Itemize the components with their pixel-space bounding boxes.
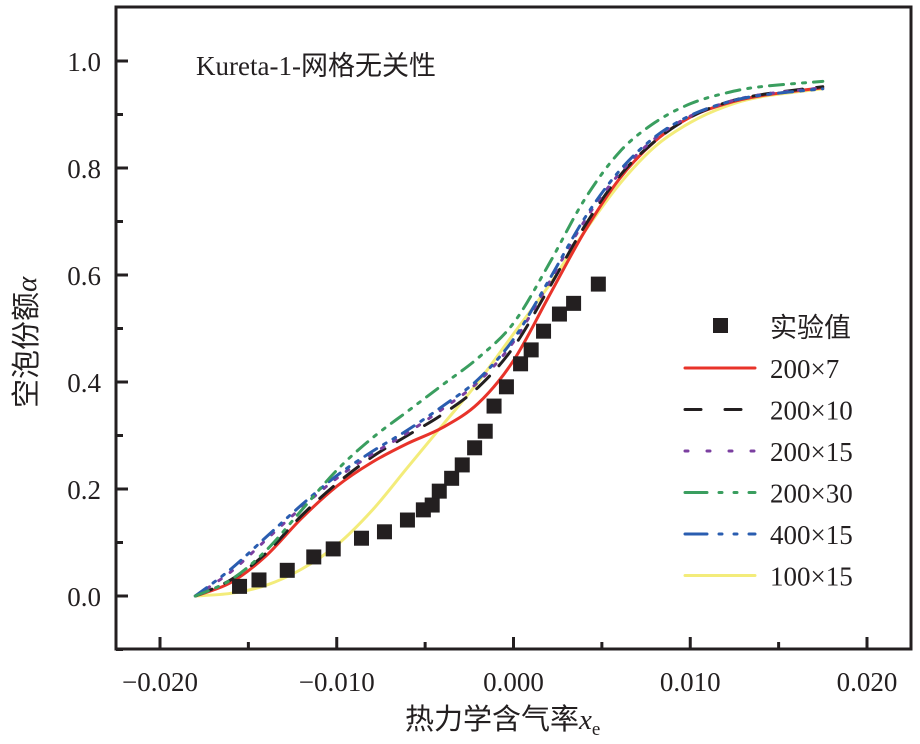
experiment-point — [454, 457, 470, 473]
series-line-4 — [193, 87, 825, 598]
x-axis-subscript: e — [592, 719, 600, 740]
experiment-point — [566, 295, 582, 311]
x-tick-label: −0.020 — [122, 667, 198, 697]
y-tick-label: 0.8 — [67, 154, 101, 184]
experiment-point — [513, 356, 529, 372]
legend-label-experiment: 实验值 — [770, 313, 851, 343]
x-axis-title: 热力学含气率xe — [405, 703, 600, 740]
y-axis-ticks — [116, 59, 128, 651]
experiment-point — [477, 423, 493, 439]
experiment-point — [431, 483, 447, 499]
experiment-point — [486, 398, 502, 414]
x-tick-label: 0.000 — [483, 667, 544, 697]
series-line-2 — [193, 86, 825, 598]
x-tick-label: 0.010 — [660, 667, 721, 697]
x-axis-symbol: x — [578, 704, 592, 736]
y-tick-label: 1.0 — [67, 47, 101, 77]
x-axis-ticks — [158, 637, 869, 649]
legend-label-5: 100×15 — [770, 562, 853, 592]
y-axis-title-text: 空泡份额 — [10, 292, 43, 408]
experiment-point — [325, 541, 341, 557]
legend-label-1: 200×10 — [770, 396, 853, 426]
y-tick-label: 0.0 — [67, 582, 101, 612]
experiment-point — [523, 342, 539, 358]
experiment-point — [536, 323, 552, 339]
chart-annotation: Kureta-1-网格无关性 — [196, 51, 436, 81]
x-axis-tick-labels: −0.020 −0.010 0.000 0.010 0.020 — [122, 667, 897, 697]
series-line-3 — [193, 79, 825, 598]
experiment-point — [376, 524, 392, 540]
y-axis-tick-labels: 0.0 0.2 0.4 0.6 0.8 1.0 — [67, 47, 101, 612]
experiment-point — [399, 512, 415, 528]
experiment-point — [424, 497, 440, 513]
experiment-point — [498, 379, 514, 395]
legend-marker-experiment — [713, 318, 728, 333]
legend-label-4: 400×15 — [770, 520, 853, 550]
experiment-point — [306, 549, 322, 565]
y-axis-title: 空泡份额α — [10, 276, 43, 408]
series-lines — [193, 79, 825, 598]
experiment-point — [467, 440, 483, 456]
y-axis-symbol: α — [11, 276, 43, 292]
experiment-point — [232, 578, 248, 594]
experiment-point — [251, 572, 267, 588]
y-tick-label: 0.6 — [67, 261, 101, 291]
legend-label-2: 200×15 — [770, 437, 853, 467]
experiment-point — [590, 276, 606, 292]
series-line-5 — [193, 87, 825, 598]
legend-label-0: 200×7 — [770, 354, 839, 384]
experiment-point — [353, 530, 369, 546]
experiment-points — [232, 276, 606, 594]
x-tick-label: 0.020 — [837, 667, 898, 697]
x-tick-label: −0.010 — [299, 667, 375, 697]
y-tick-label: 0.4 — [67, 368, 101, 398]
experiment-point — [279, 562, 295, 578]
x-axis-title-text: 热力学含气率 — [405, 703, 579, 736]
experiment-point — [551, 306, 567, 322]
legend: 实验值 200×7 200×10 200×15 200×30 400×15 100×15 — [683, 313, 853, 592]
legend-label-3: 200×30 — [770, 479, 853, 509]
y-tick-label: 0.2 — [67, 475, 101, 505]
experiment-point — [444, 470, 460, 486]
